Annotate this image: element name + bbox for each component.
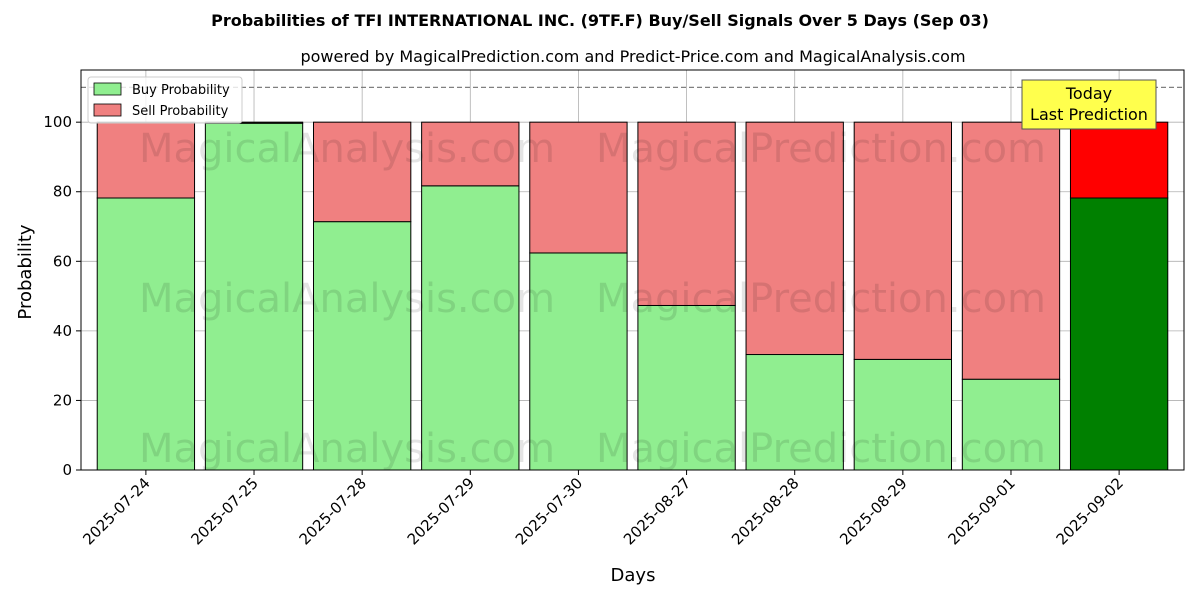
legend-swatch-buy	[93, 82, 122, 96]
bar-buy-2025-09-01	[961, 378, 1061, 471]
annotation-line-last-prediction: Last Prediction	[1030, 105, 1148, 124]
watermark-prediction: MagicalPrediction.com	[596, 276, 1046, 322]
chart-subtitle: powered by MagicalPrediction.com and Pre…	[300, 47, 965, 66]
x-axis-label: Days	[611, 565, 656, 586]
bar-buy-2025-08-29	[853, 358, 953, 471]
y-tick-label: 0	[62, 461, 72, 479]
bar-sell-2025-07-30	[529, 121, 628, 254]
y-tick-label: 40	[53, 322, 72, 340]
watermarks: MagicalAnalysis.com MagicalPrediction.com…	[139, 126, 1046, 472]
bar-sell-2025-09-01	[961, 121, 1061, 380]
bar-sell-2025-09-02	[1069, 121, 1169, 199]
bar-sell-2025-07-24	[96, 121, 196, 199]
bar-buy-2025-07-24	[96, 197, 196, 471]
bar-sell-2025-08-27	[637, 121, 736, 306]
annotation-box	[1021, 79, 1157, 130]
x-tick-label: 2025-07-30	[512, 474, 586, 548]
x-tick-label: 2025-09-02	[1053, 474, 1127, 548]
chart-title: Probabilities of TFI INTERNATIONAL INC. …	[211, 11, 989, 30]
legend-label-buy: Buy Probability	[132, 83, 230, 98]
x-tick-label: 2025-08-28	[728, 474, 802, 548]
y-tick-label: 100	[43, 113, 72, 131]
x-tick-label: 2025-08-27	[620, 474, 694, 548]
x-tick-label: 2025-07-29	[404, 474, 478, 548]
x-tick-label: 2025-09-01	[944, 474, 1018, 548]
watermark-analysis: MagicalAnalysis.com	[139, 426, 555, 472]
legend-box	[87, 76, 243, 124]
annotation-line-today: Today	[1065, 84, 1112, 103]
bar-sell-2025-07-28	[312, 121, 412, 223]
y-tick-label: 20	[53, 391, 72, 409]
y-tick-label: 60	[53, 252, 72, 270]
bar-sell-2025-08-29	[853, 121, 953, 360]
x-tick-label: 2025-08-29	[836, 474, 910, 548]
y-axis: 0 20 40 60 80 100	[43, 113, 81, 479]
bar-sell-2025-07-29	[421, 121, 520, 187]
bar-buy-2025-09-02	[1069, 197, 1169, 471]
x-tick-label: 2025-07-28	[296, 474, 370, 548]
legend-swatch-sell	[93, 103, 122, 117]
legend-label-sell: Sell Probability	[132, 104, 229, 119]
y-axis-label: Probability	[15, 224, 36, 319]
bar-buy-2025-07-30	[529, 252, 628, 471]
today-annotation: Today Last Prediction	[1021, 79, 1157, 130]
plot-area	[80, 69, 1185, 471]
bar-buy-2025-07-28	[312, 221, 412, 471]
legend: Buy Probability Sell Probability	[87, 76, 243, 124]
bar-sell-2025-08-28	[745, 121, 844, 356]
bar-buy-2025-08-28	[745, 354, 844, 471]
x-tick-label: 2025-07-24	[79, 474, 153, 548]
bar-buy-2025-08-27	[637, 304, 736, 471]
bars	[96, 121, 1169, 471]
x-axis: 2025-07-24 2025-07-25 2025-07-28 2025-07-29…	[79, 470, 1127, 548]
watermark-analysis: MagicalAnalysis.com	[139, 126, 555, 172]
watermark-prediction: MagicalPrediction.com	[596, 426, 1046, 472]
watermark-prediction: MagicalPrediction.com	[596, 126, 1046, 172]
bar-buy-2025-07-29	[421, 185, 520, 471]
watermark-analysis: MagicalAnalysis.com	[139, 276, 555, 322]
y-tick-label: 80	[53, 183, 72, 201]
x-tick-label: 2025-07-25	[187, 474, 261, 548]
